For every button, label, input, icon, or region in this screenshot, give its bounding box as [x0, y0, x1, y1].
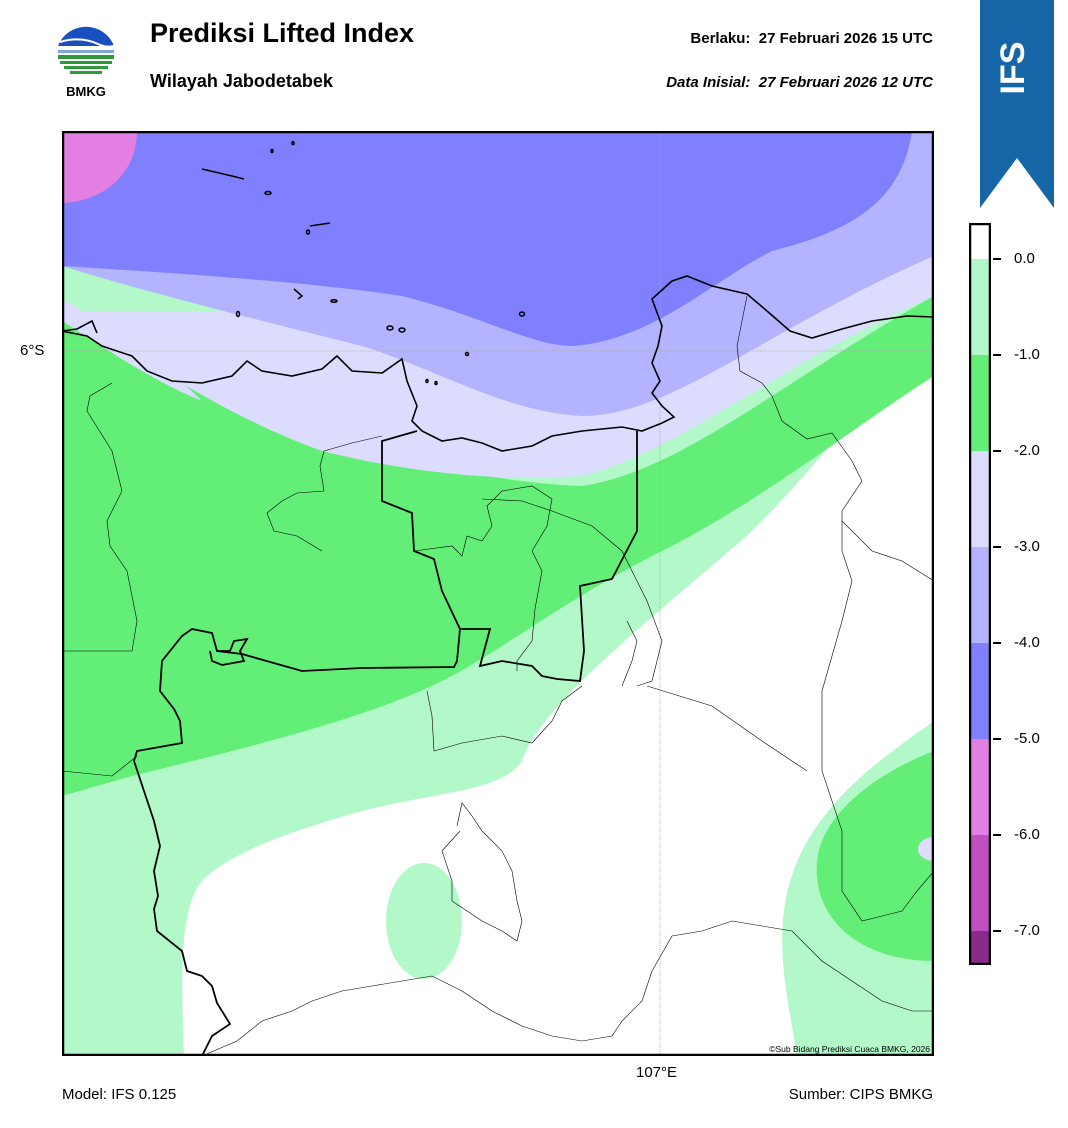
colorbar-label: -2.0: [1014, 442, 1040, 459]
band-minus4-to-minus5: [62, 131, 912, 346]
colorbar-tick: [993, 258, 1001, 260]
colorbar-segment-below-minus7: [969, 931, 991, 965]
lifted-index-map: ©Sub Bidang Prediksi Cuaca BMKG, 2026: [62, 131, 934, 1056]
province-border-jakarta-banten: [216, 430, 461, 672]
colorbar-label: -4.0: [1014, 634, 1040, 651]
colorbar-tick: [993, 354, 1001, 356]
colorbar-segment-above-0: [969, 223, 991, 259]
colorbar-label: -5.0: [1014, 730, 1040, 747]
colorbar-tick: [993, 930, 1001, 932]
model-label: Model: IFS 0.125: [62, 1086, 177, 1103]
colorbar-label: -7.0: [1014, 922, 1040, 939]
colorbar-segment-minus1-to-minus2: [969, 355, 991, 451]
lon-label: 107°E: [636, 1064, 678, 1081]
band-minus5-to-minus6: [62, 131, 137, 203]
valid-time: Berlaku: 27 Februari 2026 15 UTC: [690, 30, 933, 47]
colorbar-label: -1.0: [1014, 346, 1040, 363]
colorbar-tick: [993, 738, 1001, 740]
ifs-ribbon: IFS: [980, 0, 1054, 208]
colorbar-tick: [993, 642, 1001, 644]
copyright-text: ©Sub Bidang Prediksi Cuaca BMKG, 2026: [769, 1044, 930, 1054]
colorbar-label: -3.0: [1014, 538, 1040, 555]
page-title: Prediksi Lifted Index: [150, 18, 415, 48]
colorbar-segment-minus5-to-minus6: [969, 739, 991, 835]
lat-label: 6°S: [20, 342, 45, 359]
thousand-islands: [201, 140, 526, 386]
province-border-west: [133, 628, 249, 1056]
band-0-to-minus1-patch: [386, 863, 462, 979]
page-subtitle: Wilayah Jabodetabek: [150, 71, 333, 91]
colorbar-tick: [993, 834, 1001, 836]
regency-borders: [62, 295, 934, 1056]
colorbar-segment-minus3-to-minus4: [969, 547, 991, 643]
colorbar-segment-minus4-to-minus5: [969, 643, 991, 739]
colorbar-segment-minus2-to-minus3: [969, 451, 991, 547]
colorbar: [969, 223, 991, 965]
colorbar-segment-0-to-minus1: [969, 259, 991, 355]
bmkg-logo-icon: [55, 22, 117, 84]
coastline: [62, 275, 934, 452]
logo-text: BMKG: [66, 84, 106, 99]
band-small-east: [918, 837, 934, 861]
colorbar-segment-minus6-to-minus7: [969, 835, 991, 931]
band-minus1-to-minus2-east: [816, 751, 934, 961]
colorbar-label: 0.0: [1014, 250, 1035, 267]
source-label: Sumber: CIPS BMKG: [788, 1086, 933, 1103]
colorbar-tick: [993, 546, 1001, 548]
ribbon-label: IFS: [994, 42, 1032, 95]
map-border: [62, 131, 934, 1056]
init-time: Data Inisial: 27 Februari 2026 12 UTC: [666, 74, 933, 91]
colorbar-tick: [993, 450, 1001, 452]
colorbar-label: -6.0: [1014, 826, 1040, 843]
province-border-bogor: [460, 431, 638, 682]
